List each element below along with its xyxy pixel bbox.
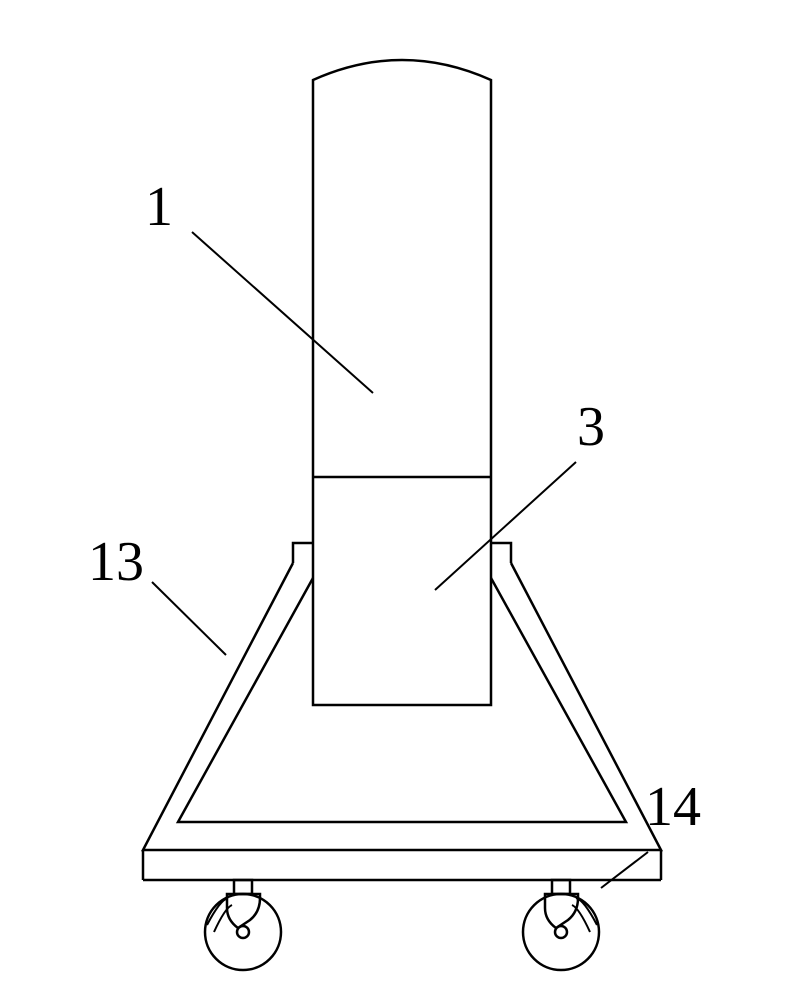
part-3-column xyxy=(313,477,491,705)
leader-line-13 xyxy=(152,582,226,655)
frame-notch-right xyxy=(491,543,511,563)
label-14: 14 xyxy=(645,775,701,839)
technical-drawing-svg xyxy=(0,0,804,1000)
part-13-frame-outer xyxy=(143,563,661,850)
label-3: 3 xyxy=(577,395,605,459)
caster-left xyxy=(205,880,281,970)
part-1-column xyxy=(313,60,491,477)
leader-line-3 xyxy=(435,462,576,590)
diagram-container: 1 3 13 14 xyxy=(0,0,804,1000)
part-14-caster-right xyxy=(523,880,599,970)
label-1: 1 xyxy=(145,175,173,239)
label-13: 13 xyxy=(88,530,144,594)
part-13-frame-inner xyxy=(178,578,626,822)
leader-line-1 xyxy=(192,232,373,393)
leader-line-14 xyxy=(601,852,648,888)
frame-notch-left xyxy=(293,543,313,563)
